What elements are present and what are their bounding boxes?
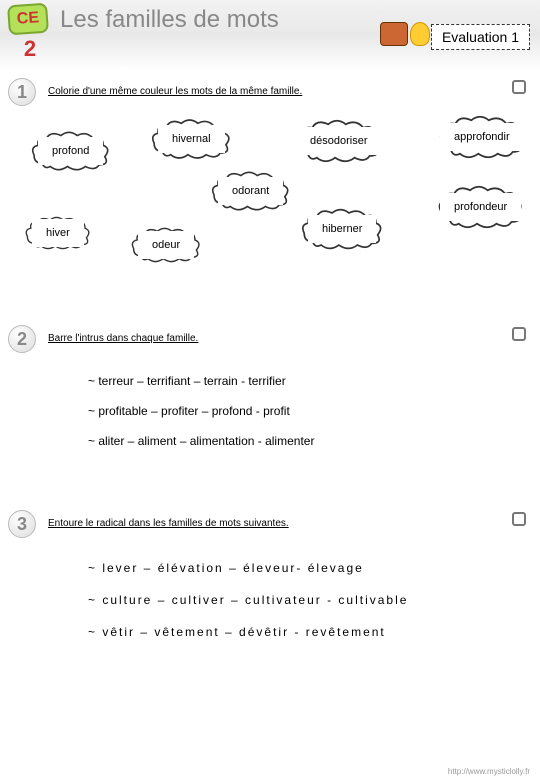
cloud-odorant[interactable]: odorant: [218, 177, 283, 205]
bag-icon: [380, 22, 408, 46]
cloud-label: odorant: [232, 185, 269, 197]
badge-label: CE: [7, 3, 49, 36]
word-family-line: ~ profitable – profiter – profond - prof…: [88, 404, 522, 418]
exercise-2: 2 Barre l'intrus dans chaque famille. ~ …: [0, 317, 540, 482]
cloud-label: désodoriser: [310, 135, 367, 147]
exercise-number: 3: [8, 510, 36, 538]
grade-badge: CE 2: [8, 4, 52, 64]
instruction-text: Entoure le radical dans les familles de …: [48, 512, 522, 529]
word-family-line: ~ vêtir – vêtement – dévêtir - revêtemen…: [88, 625, 522, 639]
cloud-label: hiberner: [322, 223, 362, 235]
cloud-profondeur[interactable]: profondeur: [440, 193, 521, 221]
character-icon: [410, 22, 430, 46]
word-family-line: ~ culture – cultiver – cultivateur - cul…: [88, 593, 522, 607]
done-checkbox[interactable]: [512, 80, 526, 94]
cloud-desodoriser[interactable]: désodoriser: [296, 127, 381, 155]
exercise-number: 2: [8, 325, 36, 353]
instruction-text: Colorie d'une même couleur les mots de l…: [48, 80, 522, 97]
cloud-label: hivernal: [172, 133, 211, 145]
cloud-label: profondeur: [454, 201, 507, 213]
word-family-line: ~ aliter – aliment – alimentation - alim…: [88, 434, 522, 448]
done-checkbox[interactable]: [512, 512, 526, 526]
cloud-hiberner[interactable]: hiberner: [308, 215, 376, 243]
cloud-area: profond hivernal désodoriser approfondir…: [48, 107, 522, 287]
cloud-approfondir[interactable]: approfondir: [440, 123, 524, 151]
cloud-label: odeur: [152, 239, 180, 251]
exercise-number: 1: [8, 78, 36, 106]
exercise-3: 3 Entoure le radical dans les familles d…: [0, 502, 540, 675]
done-checkbox[interactable]: [512, 327, 526, 341]
cloud-hiver[interactable]: hiver: [32, 219, 84, 247]
word-family-line: ~ terreur – terrifiant – terrain - terri…: [88, 374, 522, 388]
exercise-1: 1 Colorie d'une même couleur les mots de…: [0, 70, 540, 297]
header-icons: [380, 22, 430, 46]
cloud-odeur[interactable]: odeur: [138, 231, 194, 259]
badge-number: 2: [8, 36, 52, 62]
word-family-line: ~ lever – élévation – éleveur- élevage: [88, 561, 522, 575]
evaluation-label: Evaluation 1: [431, 24, 530, 50]
cloud-profond[interactable]: profond: [38, 137, 103, 165]
cloud-hivernal[interactable]: hivernal: [158, 125, 225, 153]
header: CE 2 Les familles de mots Evaluation 1: [0, 0, 540, 70]
cloud-label: profond: [52, 145, 89, 157]
exercise-2-content: ~ terreur – terrifiant – terrain - terri…: [48, 344, 522, 472]
cloud-label: approfondir: [454, 131, 510, 143]
instruction-text: Barre l'intrus dans chaque famille.: [48, 327, 522, 344]
footer-url: http://www.mysticlolly.fr: [448, 767, 530, 776]
cloud-label: hiver: [46, 227, 70, 239]
page-title: Les familles de mots: [60, 6, 279, 34]
exercise-3-content: ~ lever – élévation – éleveur- élevage ~…: [48, 529, 522, 665]
